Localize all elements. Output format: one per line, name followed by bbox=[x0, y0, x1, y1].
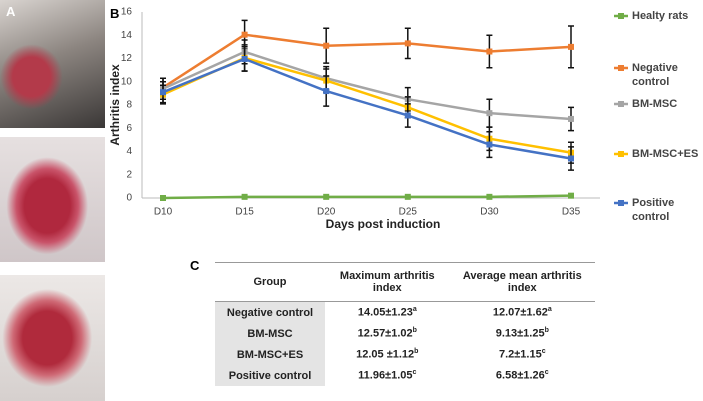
x-tick-label: D10 bbox=[154, 207, 173, 218]
marker bbox=[404, 193, 411, 200]
photo-a bbox=[0, 0, 105, 128]
y-tick-label: 0 bbox=[126, 193, 132, 204]
table-row: Negative control 14.05±1.23a 12.07±1.62a bbox=[215, 301, 595, 324]
cell-value: 11.96±1.05 bbox=[358, 369, 413, 382]
marker bbox=[568, 155, 574, 162]
series-line bbox=[162, 50, 572, 121]
marker bbox=[323, 193, 330, 200]
table-row: BM-MSC 12.57±1.02b 9.13±1.25b bbox=[215, 323, 595, 344]
marker bbox=[404, 112, 411, 119]
column-header: Average mean arthritis index bbox=[449, 262, 595, 302]
marker bbox=[160, 89, 166, 96]
table-header: Group Maximum arthritis index Average mean… bbox=[215, 262, 595, 302]
marker bbox=[568, 43, 574, 50]
marker bbox=[241, 193, 248, 200]
y-tick-label: 16 bbox=[121, 7, 133, 18]
value-cell: 11.96±1.05c bbox=[325, 365, 450, 386]
value-cell: 12.05 ±1.12b bbox=[325, 344, 450, 365]
panel-label: A bbox=[6, 4, 16, 19]
panel-label: B bbox=[110, 6, 120, 21]
marker bbox=[486, 48, 493, 55]
cell-superscript: b bbox=[412, 327, 417, 335]
marker bbox=[486, 193, 493, 200]
value-cell: 12.57±1.02b bbox=[325, 323, 450, 344]
marker bbox=[404, 40, 411, 47]
series-line bbox=[162, 33, 572, 89]
x-tick-label: D30 bbox=[480, 207, 499, 218]
marker bbox=[241, 55, 248, 62]
cell-value: 6.58±1.26 bbox=[495, 369, 545, 382]
y-tick-label: 6 bbox=[126, 123, 132, 134]
marker bbox=[486, 110, 493, 117]
series-line bbox=[162, 57, 572, 160]
photo-b bbox=[0, 137, 105, 262]
x-tick-label: D15 bbox=[235, 207, 254, 218]
value-cell: 14.05±1.23a bbox=[325, 302, 450, 324]
cell-superscript: c bbox=[412, 369, 417, 377]
cell-value: 9.13±1.25 bbox=[495, 327, 545, 340]
marker bbox=[323, 88, 330, 95]
marker bbox=[160, 195, 166, 201]
cell-superscript: b bbox=[414, 348, 419, 356]
cell-superscript: c bbox=[544, 369, 549, 377]
y-tick-label: 12 bbox=[121, 53, 133, 64]
marker bbox=[568, 115, 574, 122]
cell-value: 12.05 ±1.12 bbox=[356, 348, 415, 361]
data-table: Group Maximum arthritis index Average mean… bbox=[215, 262, 595, 386]
value-cell: 7.2±1.15c bbox=[450, 344, 595, 365]
legend-label: Negative control bbox=[632, 62, 678, 88]
table-row: BM-MSC+ES 12.05 ±1.12b 7.2±1.15c bbox=[215, 344, 595, 365]
panel-label: C bbox=[190, 258, 200, 273]
x-tick-label: D35 bbox=[562, 207, 581, 218]
legend-marker bbox=[618, 65, 624, 71]
y-tick-label: 14 bbox=[121, 30, 133, 41]
legend-label: BM-MSC bbox=[632, 98, 678, 110]
column-header: Maximum arthritis index bbox=[325, 262, 450, 302]
cell-value: 12.07±1.62 bbox=[492, 306, 548, 319]
group-cell: BM-MSC bbox=[215, 323, 325, 344]
legend-marker bbox=[618, 200, 624, 206]
legend-label: BM-MSC+ES bbox=[632, 148, 699, 160]
cell-superscript: c bbox=[541, 348, 546, 356]
x-tick-label: D20 bbox=[317, 207, 336, 218]
group-cell: Negative control bbox=[215, 301, 325, 323]
y-tick-label: 2 bbox=[126, 169, 132, 180]
group-cell: BM-MSC+ES bbox=[215, 344, 325, 365]
value-cell: 9.13±1.25b bbox=[450, 323, 595, 344]
legend-label: Healty rats bbox=[632, 10, 689, 22]
legend-label: Positive control bbox=[632, 197, 675, 223]
marker bbox=[568, 192, 574, 199]
table-row: Positive control 11.96±1.05c 6.58±1.26c bbox=[215, 365, 595, 386]
value-cell: 6.58±1.26c bbox=[450, 365, 595, 386]
cell-value: 12.57±1.02 bbox=[357, 327, 413, 340]
cell-superscript: b bbox=[544, 327, 549, 335]
x-tick-label: D25 bbox=[399, 207, 418, 218]
x-axis-label: Days post induction bbox=[326, 217, 441, 231]
legend-marker bbox=[618, 101, 624, 107]
marker bbox=[241, 31, 248, 38]
cell-superscript: a bbox=[547, 306, 552, 314]
marker bbox=[323, 42, 330, 49]
cell-value: 7.2±1.15 bbox=[498, 348, 542, 361]
legend-marker bbox=[618, 13, 624, 19]
y-tick-label: 4 bbox=[126, 146, 132, 157]
column-header: Group bbox=[215, 262, 325, 302]
series-line bbox=[162, 194, 572, 200]
photo-c bbox=[0, 275, 105, 401]
marker bbox=[486, 141, 493, 148]
series-line bbox=[162, 56, 572, 154]
legend-marker bbox=[618, 151, 624, 157]
y-tick-label: 8 bbox=[126, 100, 132, 111]
y-tick-label: 10 bbox=[121, 76, 133, 87]
cell-superscript: a bbox=[412, 306, 417, 314]
y-axis-label: Arthritis index bbox=[108, 64, 122, 146]
cell-value: 14.05±1.23 bbox=[357, 306, 413, 319]
table-body: Negative control 14.05±1.23a 12.07±1.62a BM… bbox=[215, 301, 595, 386]
value-cell: 12.07±1.62a bbox=[450, 302, 595, 324]
group-cell: Positive control bbox=[215, 365, 325, 386]
